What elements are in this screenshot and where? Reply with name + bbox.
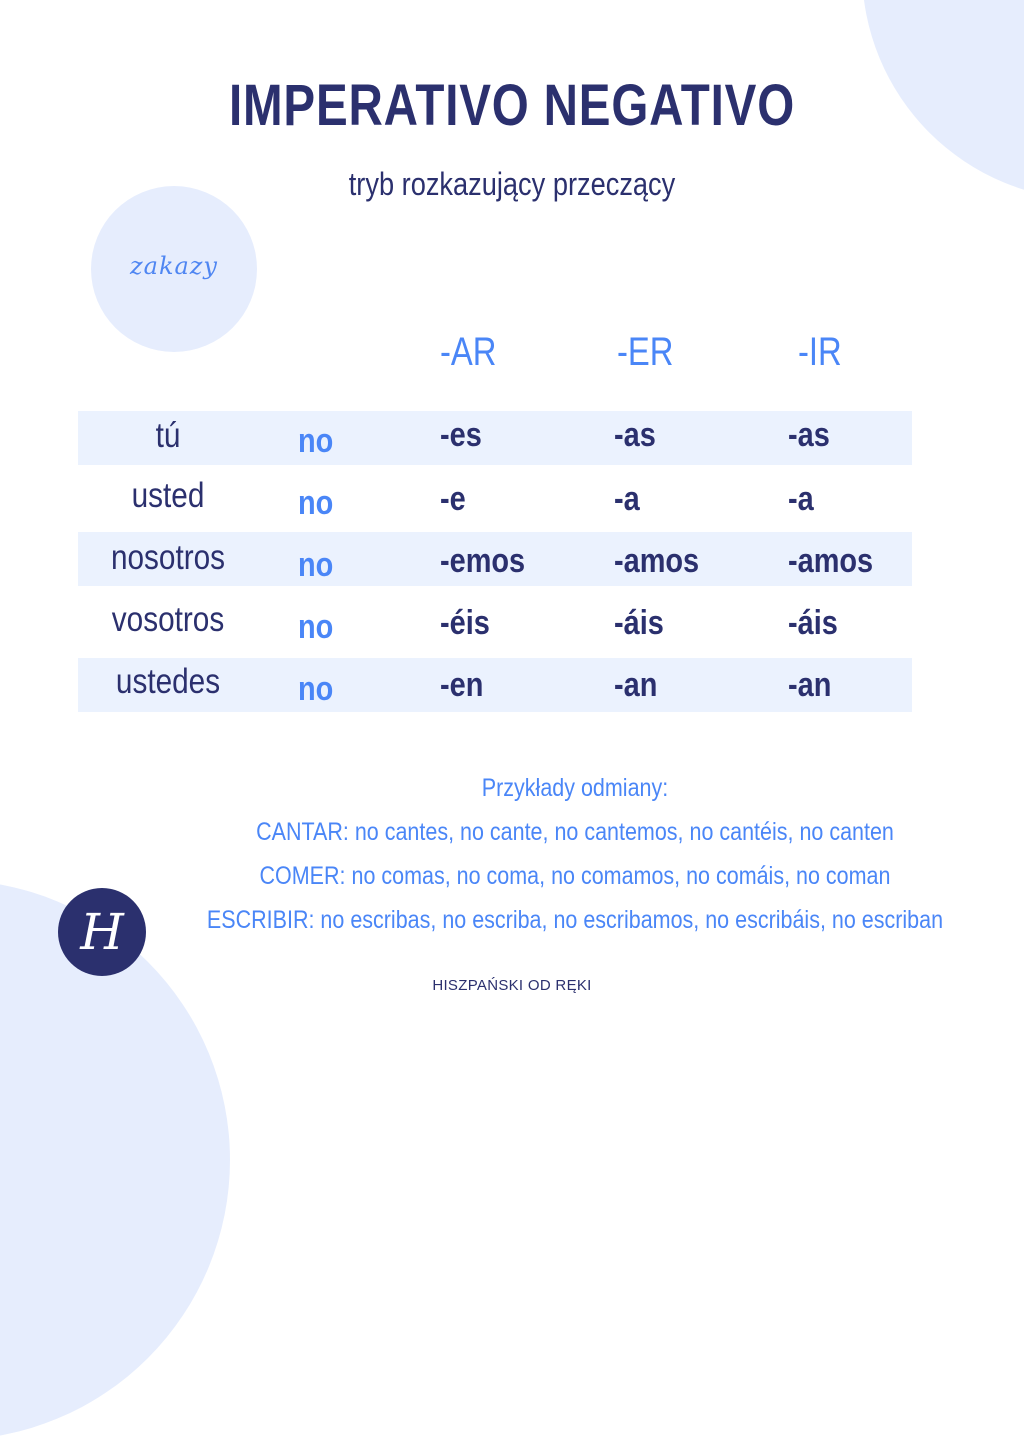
column-header-ir: -IR — [798, 330, 842, 374]
page-subtitle: tryb rozkazujący przeczący — [348, 166, 676, 202]
ending-ir: -áis — [788, 604, 838, 642]
negation: no — [298, 422, 334, 460]
ending-ar: -e — [440, 480, 466, 518]
table-row: usted no -e -a -a — [0, 476, 1024, 538]
pronoun: usted — [131, 476, 205, 515]
example-escribir: ESCRIBIR: no escribas, no escriba, no es… — [206, 906, 944, 934]
badge-label: zakazy — [129, 252, 218, 280]
footer-brand: HISZPAŃSKI OD RĘKI — [432, 977, 592, 994]
table-row: ustedes no -en -an -an — [0, 662, 1024, 724]
column-header-er: -ER — [617, 330, 674, 374]
logo-glyph: H — [80, 903, 124, 961]
pronoun: vosotros — [111, 600, 225, 639]
examples-heading: Przykłady odmiany: — [481, 774, 669, 802]
pronoun: tú — [155, 416, 181, 455]
example-comer: COMER: no comas, no coma, no comamos, no… — [259, 862, 891, 890]
ending-ar: -emos — [440, 542, 526, 580]
ending-ar: -es — [440, 416, 482, 454]
page-title: IMPERATIVO NEGATIVO — [228, 73, 796, 138]
column-header-ar: -AR — [440, 330, 497, 374]
table-row: vosotros no -éis -áis -áis — [0, 600, 1024, 662]
table-row: nosotros no -emos -amos -amos — [0, 538, 1024, 600]
ending-er: -an — [614, 666, 658, 704]
ending-er: -áis — [614, 604, 664, 642]
negation: no — [298, 670, 334, 708]
row-band — [78, 411, 912, 465]
ending-er: -as — [614, 416, 656, 454]
ending-ir: -amos — [788, 542, 874, 580]
ending-ir: -as — [788, 416, 830, 454]
examples-section: Przykłady odmiany: CANTAR: no cantes, no… — [140, 770, 1010, 946]
ending-ir: -an — [788, 666, 832, 704]
zakazy-badge: zakazy — [91, 186, 257, 352]
row-band — [78, 532, 912, 586]
ending-ir: -a — [788, 480, 814, 518]
example-cantar: CANTAR: no cantes, no cante, no cantemos… — [256, 818, 894, 846]
pronoun: ustedes — [115, 662, 221, 701]
negation: no — [298, 608, 334, 646]
table-row: tú no -es -as -as — [0, 416, 1024, 478]
ending-ar: -en — [440, 666, 484, 704]
ending-er: -a — [614, 480, 640, 518]
brand-h-logo-icon: H — [58, 888, 146, 976]
ending-er: -amos — [614, 542, 700, 580]
negation: no — [298, 484, 334, 522]
negation: no — [298, 546, 334, 584]
ending-ar: -éis — [440, 604, 490, 642]
row-band — [78, 658, 912, 712]
pronoun: nosotros — [110, 538, 226, 577]
